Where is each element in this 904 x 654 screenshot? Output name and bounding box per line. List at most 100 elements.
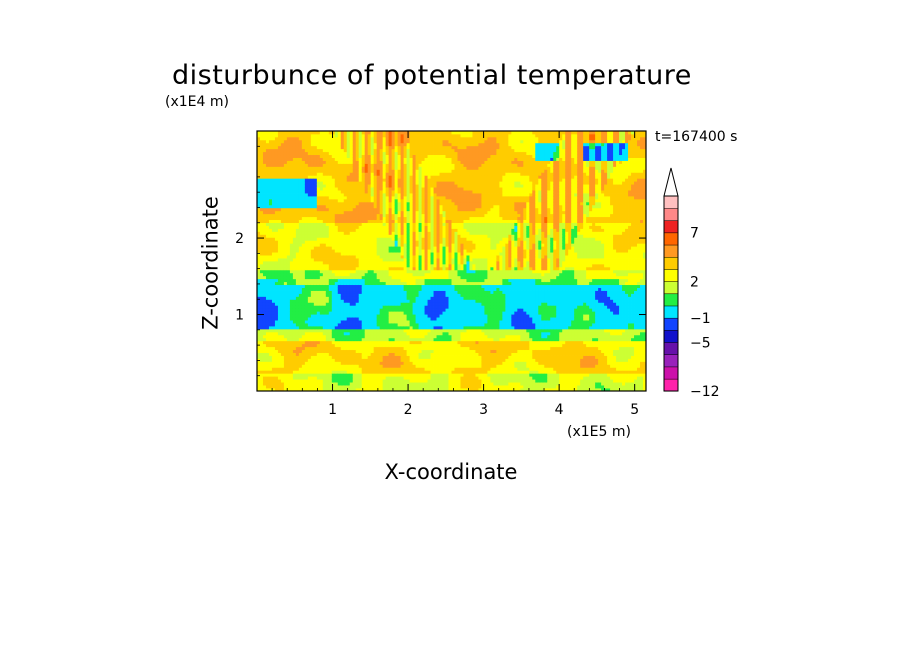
contour-cell xyxy=(376,216,381,221)
contour-cell xyxy=(313,346,318,351)
contour-cell xyxy=(376,178,381,182)
contour-cell xyxy=(376,290,381,294)
contour-cell xyxy=(382,349,387,353)
contour-cell xyxy=(334,275,339,280)
contour-cell xyxy=(331,169,336,173)
contour-cell xyxy=(295,326,300,330)
contour-cell xyxy=(349,255,354,259)
contour-cell xyxy=(424,340,428,345)
contour-cell xyxy=(379,151,384,156)
contour-cell xyxy=(277,367,282,371)
contour-cell xyxy=(418,151,422,156)
contour-cell xyxy=(328,311,333,315)
contour-cell xyxy=(319,373,324,377)
contour-cell xyxy=(352,385,357,389)
contour-cell xyxy=(337,219,342,223)
contour-cell xyxy=(298,367,303,371)
contour-cell xyxy=(271,382,276,386)
contour-cell xyxy=(379,334,384,339)
contour-cell xyxy=(370,343,375,348)
contour-cell xyxy=(340,302,345,306)
contour-cell xyxy=(424,261,428,265)
contour-cell xyxy=(322,302,327,306)
contour-cell xyxy=(379,385,384,389)
contour-cell xyxy=(340,166,345,170)
contour-cell xyxy=(394,151,399,156)
contour-cell xyxy=(364,142,369,147)
contour-cell xyxy=(400,337,405,342)
contour-cell xyxy=(316,204,321,209)
contour-cell xyxy=(259,187,264,191)
contour-cell xyxy=(349,290,354,294)
contour-cell xyxy=(379,228,384,232)
contour-cell xyxy=(334,367,339,371)
contour-cell xyxy=(358,219,363,223)
contour-cell xyxy=(283,287,288,291)
contour-cell xyxy=(337,234,342,238)
contour-cell xyxy=(358,287,363,291)
contour-cell xyxy=(274,296,279,300)
contour-cell xyxy=(403,184,408,188)
contour-cell xyxy=(328,142,333,147)
contour-cell xyxy=(280,328,285,333)
contour-cell xyxy=(310,157,315,161)
contour-cell xyxy=(298,343,303,348)
contour-cell xyxy=(412,204,416,209)
contour-cell xyxy=(334,216,339,221)
contour-cell xyxy=(418,370,422,374)
contour-cell xyxy=(295,133,300,138)
contour-cell xyxy=(313,187,318,191)
contour-cell xyxy=(286,340,291,345)
contour-cell xyxy=(295,299,300,303)
contour-cell xyxy=(397,151,402,156)
contour-cell xyxy=(370,190,375,194)
contour-cell xyxy=(328,284,333,288)
contour-cell xyxy=(316,337,321,342)
contour-cell xyxy=(394,263,399,268)
contour-cell xyxy=(262,255,267,259)
contour-cell xyxy=(367,252,372,256)
contour-cell xyxy=(376,373,381,377)
contour-cell xyxy=(334,314,339,318)
contour-cell xyxy=(292,275,297,280)
contour-cell xyxy=(340,204,345,209)
contour-cell xyxy=(304,361,309,365)
contour-cell xyxy=(310,379,315,383)
contour-cell xyxy=(370,376,375,380)
contour-cell xyxy=(412,382,416,386)
contour-cell xyxy=(259,139,264,144)
contour-cell xyxy=(349,187,354,191)
contour-cell xyxy=(361,287,366,291)
contour-cell xyxy=(367,299,372,303)
contour-cell xyxy=(280,190,285,194)
contour-cell xyxy=(313,328,318,333)
contour-cell xyxy=(340,169,345,173)
contour-cell xyxy=(388,284,393,288)
contour-cell xyxy=(400,175,405,179)
contour-cell xyxy=(391,234,396,238)
contour-cell xyxy=(274,299,279,303)
contour-cell xyxy=(352,154,357,158)
contour-cell xyxy=(349,142,354,147)
contour-cell xyxy=(313,337,318,342)
contour-cell xyxy=(298,172,303,176)
contour-cell xyxy=(268,343,273,348)
contour-cell xyxy=(295,184,300,188)
contour-cell xyxy=(385,263,390,268)
contour-cell xyxy=(409,320,413,324)
contour-cell xyxy=(304,193,309,197)
contour-cell xyxy=(379,246,384,250)
contour-cell xyxy=(322,219,327,223)
contour-cell xyxy=(388,376,393,380)
contour-cell xyxy=(298,349,303,353)
contour-cell xyxy=(364,222,369,226)
contour-cell xyxy=(382,293,387,297)
contour-cell xyxy=(373,142,378,147)
contour-cell xyxy=(301,255,306,259)
contour-cell xyxy=(367,349,372,353)
contour-cell xyxy=(268,308,273,312)
contour-cell xyxy=(307,275,312,280)
contour-cell xyxy=(304,311,309,315)
contour-cell xyxy=(382,243,387,247)
contour-cell xyxy=(394,255,399,259)
